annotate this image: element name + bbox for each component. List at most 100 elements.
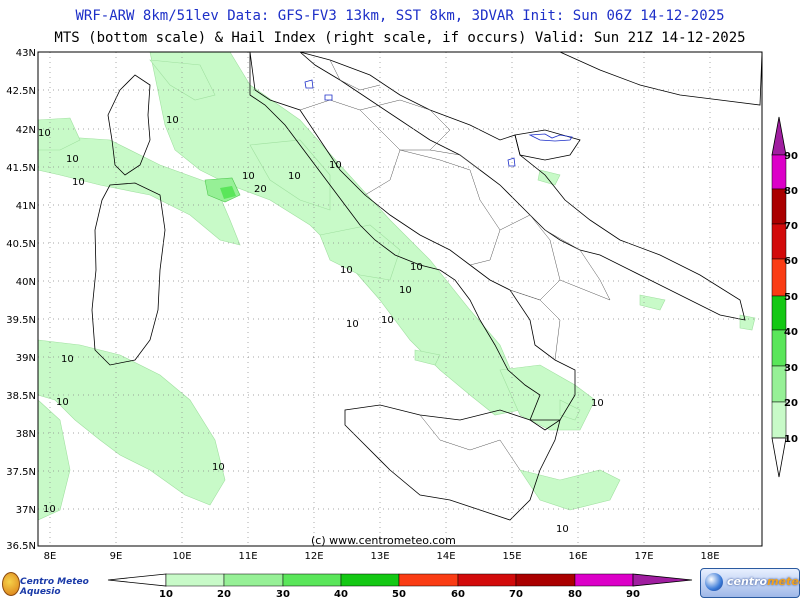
mts-scale-label: 20 xyxy=(217,589,231,600)
logo-left-text: Centro Meteo Aquesio xyxy=(20,577,89,597)
mts-patch-aeolian xyxy=(414,349,441,366)
longitude-labels: 8E 9E 10E 11E 12E 13E 14E 15E 16E 17E 18… xyxy=(44,551,720,562)
hail-scale-label: 40 xyxy=(784,327,798,338)
coastline-sardinia xyxy=(91,182,166,366)
lon-label: 8E xyxy=(44,551,57,562)
mts-colorbar: 10 20 30 40 50 60 70 80 90 xyxy=(107,573,693,600)
hail-scale-label: 80 xyxy=(784,186,798,197)
mts-scale-label: 90 xyxy=(626,589,640,600)
contour-label: 10 xyxy=(591,398,604,409)
hail-scale-label: 10 xyxy=(784,434,798,445)
contour-label: 10 xyxy=(242,171,255,182)
mts-scale-label: 60 xyxy=(451,589,465,600)
mts-scale-label: 50 xyxy=(392,589,406,600)
mts-colorbar-cap-right xyxy=(632,573,693,587)
mts-scale-label: 40 xyxy=(334,589,348,600)
border-calabria xyxy=(509,289,561,361)
coastline-corsica xyxy=(107,74,151,176)
mts-field-layer xyxy=(37,51,756,521)
lat-label: 41.5N xyxy=(6,163,36,174)
mts-patch-messina xyxy=(559,399,581,421)
lat-label: 40N xyxy=(16,277,36,288)
lon-label: 14E xyxy=(436,551,455,562)
lon-label: 9E xyxy=(110,551,123,562)
mts-scale-label: 70 xyxy=(509,589,523,600)
lon-label: 15E xyxy=(502,551,521,562)
coastline-layer xyxy=(91,51,763,521)
mts-colorbar-bin xyxy=(515,573,576,587)
mts-colorbar-cap-left xyxy=(107,573,167,587)
map-credit: (c) www.centrometeo.com xyxy=(311,534,456,547)
latitude-labels: 43N 42.5N 42N 41.5N 41N 40.5N 40N 39.5N … xyxy=(6,48,36,552)
mts-colorbar-bin xyxy=(282,573,342,587)
lat-label: 40.5N xyxy=(6,239,36,250)
contour-labels: 10 10 10 10 10 20 10 10 10 10 10 10 10 1… xyxy=(38,115,604,535)
sun-logo-icon xyxy=(2,572,20,596)
mts-patch-puglia xyxy=(639,294,666,311)
contour-label: 10 xyxy=(212,462,225,473)
contour-label: 10 xyxy=(288,171,301,182)
contour-label: 10 xyxy=(410,262,423,273)
hail-colorbar-cap-top xyxy=(771,116,787,156)
hail-contour-4 xyxy=(324,94,333,101)
lat-label: 39N xyxy=(16,353,36,364)
hail-scale-label: 30 xyxy=(784,363,798,374)
contour-label: 10 xyxy=(72,177,85,188)
mts-band-lazio-coast xyxy=(249,139,331,211)
contour-label: 10 xyxy=(346,319,359,330)
lat-label: 42.5N xyxy=(6,86,36,97)
map-frame xyxy=(37,51,763,547)
mts-colorbar-bin xyxy=(340,573,400,587)
mts-colorbar-bin xyxy=(574,573,634,587)
hail-scale-label: 60 xyxy=(784,256,798,267)
lon-label: 13E xyxy=(370,551,389,562)
hail-index-contours xyxy=(304,79,573,167)
contour-label: 10 xyxy=(61,354,74,365)
lon-label: 11E xyxy=(238,551,257,562)
logo-right-text-b: meteo xyxy=(767,575,800,588)
mts-core-30 xyxy=(220,186,236,199)
mts-colorbar-bin xyxy=(223,573,284,587)
lat-label: 36.5N xyxy=(6,541,36,552)
logo-right-text-a: centro xyxy=(727,575,768,588)
contour-label: 10 xyxy=(329,160,342,171)
logo-right-text: centrometeo xyxy=(727,575,800,588)
mts-colorbar-bin xyxy=(165,573,225,587)
lat-label: 37N xyxy=(16,505,36,516)
centro-meteo-aquesio-logo: Centro Meteo Aquesio xyxy=(2,570,112,597)
hail-contour-3 xyxy=(304,79,314,89)
mts-scale-label: 80 xyxy=(568,589,582,600)
lon-label: 16E xyxy=(568,551,587,562)
border-molise xyxy=(429,149,481,171)
contour-label: 10 xyxy=(399,285,412,296)
lon-label: 18E xyxy=(700,551,719,562)
border-umbria xyxy=(329,59,381,91)
lat-label: 42N xyxy=(16,125,36,136)
contour-label: 10 xyxy=(56,397,69,408)
mts-band-ligurian xyxy=(37,134,241,246)
hail-scale-label: 20 xyxy=(784,398,798,409)
lon-label: 12E xyxy=(304,551,323,562)
contour-label: 10 xyxy=(43,504,56,515)
lat-label: 38.5N xyxy=(6,391,36,402)
hail-colorbar-cap-bottom xyxy=(771,437,787,478)
contour-label: 10 xyxy=(340,265,353,276)
globe-logo-icon xyxy=(705,573,723,591)
contour-label: 10 xyxy=(66,154,79,165)
lat-label: 39.5N xyxy=(6,315,36,326)
lat-label: 38N xyxy=(16,429,36,440)
hail-index-colorbar: 90 80 70 60 50 40 30 20 10 xyxy=(771,116,798,478)
mts-scale-label: 10 xyxy=(159,589,173,600)
coastline-italy-adriatic xyxy=(299,51,746,321)
header-title-line-1: WRF-ARW 8km/51lev Data: GFS-FV3 13km, SS… xyxy=(75,8,725,24)
lat-label: 43N xyxy=(16,48,36,59)
header-title-line-2: MTS (bottom scale) & Hail Index (right s… xyxy=(54,30,746,46)
hail-contour-1 xyxy=(528,133,573,142)
contour-label: 20 xyxy=(254,184,267,195)
lat-label: 41N xyxy=(16,201,36,212)
border-abruzzo xyxy=(359,99,451,151)
mts-band-ionian xyxy=(519,469,621,511)
hail-scale-label: 90 xyxy=(784,151,798,162)
mts-band-central-tyrrhenian xyxy=(319,224,401,281)
